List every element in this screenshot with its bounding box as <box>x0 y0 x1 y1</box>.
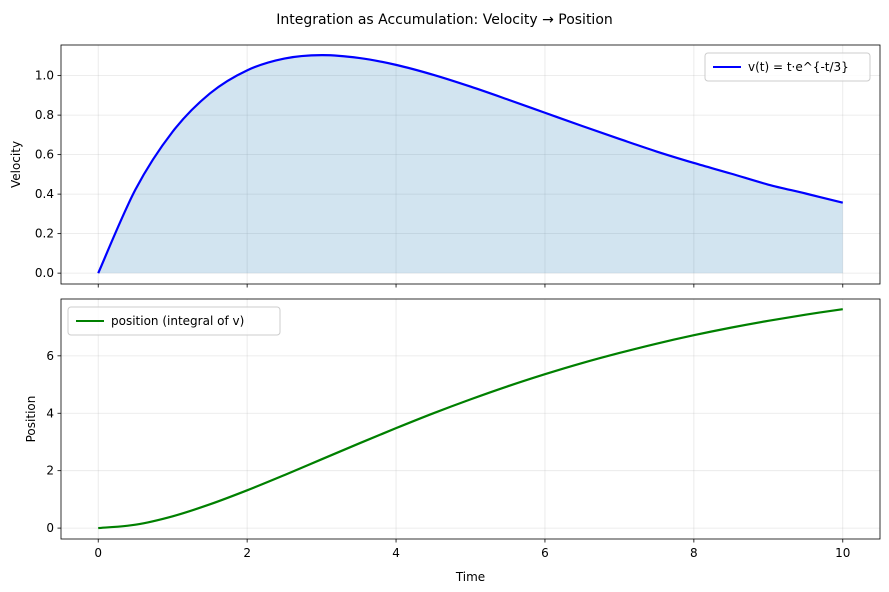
x-tick-label: 6 <box>541 546 549 560</box>
velocity-panel: 0.0 0.2 0.4 0.6 0.8 1.0 Velocity v(t) = t·e^{… <box>9 44 881 288</box>
position-legend-label: position (integral of v) <box>111 314 244 328</box>
velocity-ticks: 0.0 0.2 0.4 0.6 0.8 1.0 <box>35 69 844 288</box>
velocity-y-tick-label: 0.4 <box>35 187 54 201</box>
chart-title: Integration as Accumulation: Velocity → … <box>276 12 613 28</box>
velocity-grid <box>61 45 880 284</box>
position-lines <box>98 308 843 530</box>
position-y-tick-label: 0 <box>46 521 54 535</box>
velocity-y-axis-label: Velocity <box>9 141 23 188</box>
velocity-y-tick-label: 0.2 <box>35 227 54 241</box>
position-grid <box>61 299 880 539</box>
position-y-tick-label: 6 <box>46 349 54 363</box>
x-tick-label: 10 <box>835 546 850 560</box>
position-legend: position (integral of v) <box>67 306 281 336</box>
position-y-tick-label: 4 <box>46 406 54 420</box>
velocity-lines <box>97 54 844 274</box>
x-tick-label: 4 <box>392 546 400 560</box>
position-y-axis-label: Position <box>24 396 38 443</box>
position-legend-box <box>67 306 281 336</box>
velocity-series-line <box>97 54 844 274</box>
position-y-tick-label: 2 <box>46 464 54 478</box>
velocity-legend-label: v(t) = t·e^{-t/3} <box>748 60 849 74</box>
velocity-y-tick-label: 1.0 <box>35 69 54 83</box>
velocity-area-fill <box>98 55 843 274</box>
velocity-axes-frame <box>60 44 881 285</box>
velocity-legend-box <box>704 52 871 82</box>
position-panel: 0 2 4 6 8 10 0 2 4 6 Position position (integral … <box>24 298 881 560</box>
x-tick-label: 0 <box>94 546 102 560</box>
position-ticks: 0 2 4 6 8 10 0 2 4 6 <box>46 349 850 560</box>
velocity-y-tick-label: 0.0 <box>35 266 54 280</box>
position-axes-frame <box>60 298 881 540</box>
x-tick-label: 2 <box>243 546 251 560</box>
velocity-y-tick-label: 0.6 <box>35 148 54 162</box>
x-axis-label: Time <box>455 570 485 584</box>
velocity-legend: v(t) = t·e^{-t/3} <box>704 52 871 82</box>
x-tick-label: 8 <box>690 546 698 560</box>
velocity-y-tick-label: 0.8 <box>35 108 54 122</box>
